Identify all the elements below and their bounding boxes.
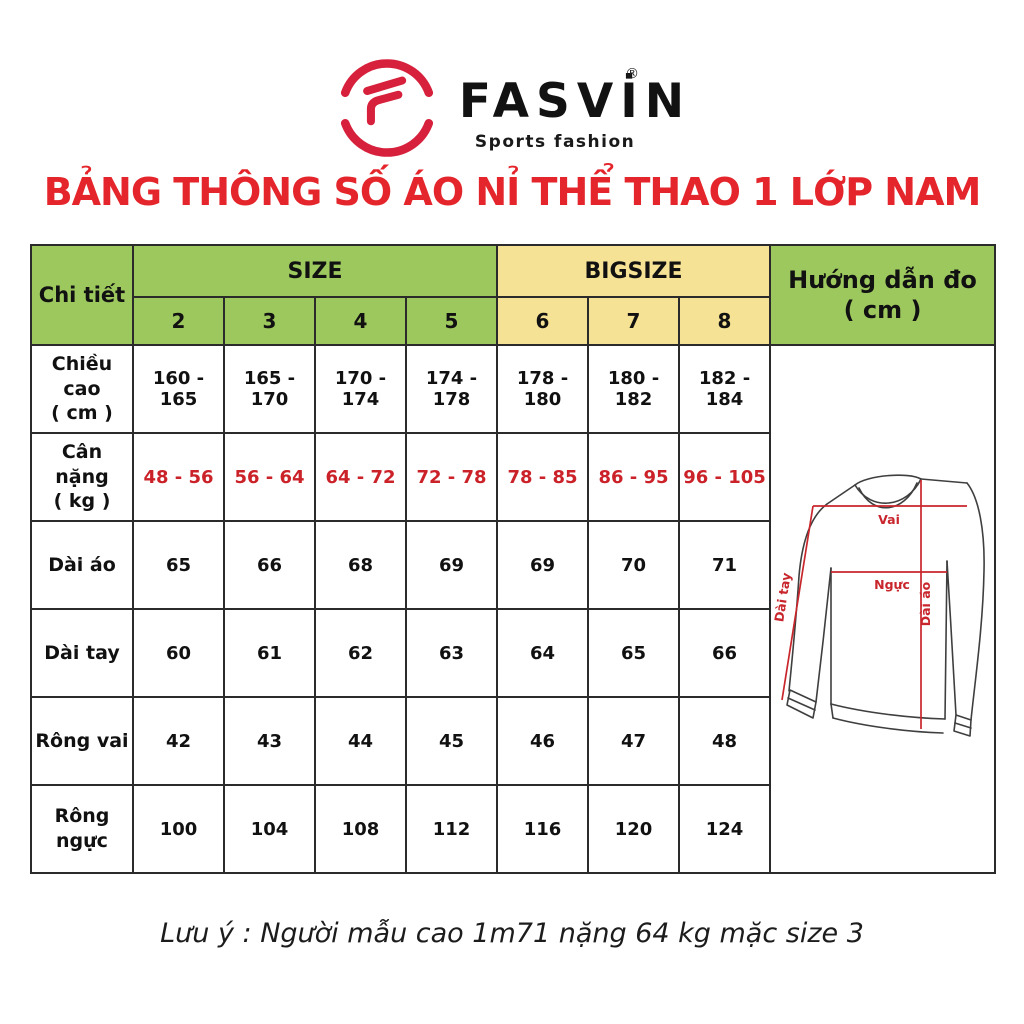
value-cell: 63 — [404, 608, 499, 698]
value-cell: 66 — [678, 608, 772, 698]
value-cell: 65 — [132, 520, 225, 610]
row-label-weight: Cân nặng ( kg ) — [30, 432, 134, 522]
value-cell: 42 — [132, 696, 225, 786]
value-cell: 180 - 182 — [587, 344, 681, 434]
sweater-measure-diagram: Vai Ngực Dài tay Dài áo — [771, 474, 985, 737]
value-cell: 45 — [404, 696, 499, 786]
row-label-shirt-length: Dài áo — [30, 520, 134, 610]
row-label-text: Chiều cao — [51, 352, 113, 400]
bigsize-col-header: 8 — [678, 296, 772, 346]
size-col-header: 4 — [314, 296, 407, 346]
value-cell: 86 - 95 — [587, 432, 681, 522]
value-cell: 46 — [496, 696, 590, 786]
value-cell: 120 — [587, 784, 681, 874]
model-size-note: Lưu ý : Người mẫu cao 1m71 nặng 64 kg mặ… — [160, 918, 864, 949]
row-label-height: Chiều cao ( cm ) — [30, 344, 134, 434]
value-cell: 170 - 174 — [314, 344, 407, 434]
shoulder-measure-label: Vai — [878, 512, 900, 527]
value-cell: 48 - 56 — [132, 432, 225, 522]
value-cell: 69 — [404, 520, 499, 610]
value-cell: 60 — [132, 608, 225, 698]
measure-guide-line2: ( cm ) — [843, 296, 922, 324]
sleeve-measure-label: Dài tay — [771, 572, 794, 623]
measure-guide-header: Hướng dẫn đo ( cm ) — [769, 244, 997, 346]
value-cell: 66 — [223, 520, 316, 610]
value-cell: 160 - 165 — [132, 344, 225, 434]
row-label-text: Cân nặng — [55, 440, 109, 488]
row-label-chest-width: Rông ngực — [30, 784, 134, 874]
value-cell: 71 — [678, 520, 772, 610]
size-spec-table: Chi tiết SIZE BIGSIZE Hướng dẫn đo ( cm … — [30, 244, 997, 874]
page-title: BẢNG THÔNG SỐ ÁO NỈ THỂ THAO 1 LỚP NAM — [43, 170, 982, 214]
fasvin-logo-icon — [340, 59, 433, 157]
measure-guide-line1: Hướng dẫn đo — [788, 266, 977, 294]
value-cell: 174 - 178 — [404, 344, 499, 434]
value-cell: 56 - 64 — [223, 432, 316, 522]
value-cell: 100 — [132, 784, 225, 874]
value-cell: 62 — [314, 608, 407, 698]
row-label-shoulder-width: Rông vai — [30, 696, 134, 786]
value-cell: 68 — [314, 520, 407, 610]
length-measure-label: Dài áo — [918, 581, 933, 626]
size-col-header: 3 — [223, 296, 316, 346]
row-label-unit: ( kg ) — [53, 490, 111, 513]
bigsize-col-header: 7 — [587, 296, 681, 346]
size-col-header: 5 — [404, 296, 499, 346]
value-cell: 43 — [223, 696, 316, 786]
logo-text: FASVİN ® Sports fashion — [459, 64, 691, 152]
brand-name: FASVİN — [458, 74, 692, 129]
value-cell: 44 — [314, 696, 407, 786]
size-group-header: SIZE — [131, 244, 499, 298]
row-label-unit: ( cm ) — [51, 402, 113, 425]
value-cell: 165 - 170 — [223, 344, 316, 434]
value-cell: 70 — [587, 520, 681, 610]
brand-tagline: Sports fashion — [474, 132, 636, 152]
value-cell: 64 — [496, 608, 590, 698]
value-cell: 96 - 105 — [678, 432, 772, 522]
value-cell: 112 — [404, 784, 499, 874]
bigsize-col-header: 6 — [496, 296, 590, 346]
logo: FASVİN ® Sports fashion — [0, 0, 1024, 158]
value-cell: 124 — [678, 784, 772, 874]
value-cell: 78 - 85 — [496, 432, 590, 522]
size-col-header: 2 — [132, 296, 225, 346]
value-cell: 65 — [587, 608, 681, 698]
value-cell: 47 — [587, 696, 681, 786]
value-cell: 116 — [496, 784, 590, 874]
value-cell: 108 — [314, 784, 407, 874]
value-cell: 61 — [223, 608, 316, 698]
value-cell: 69 — [496, 520, 590, 610]
corner-header: Chi tiết — [30, 244, 134, 346]
registered-mark: ® — [625, 66, 640, 82]
row-label-sleeve-length: Dài tay — [30, 608, 134, 698]
value-cell: 48 — [678, 696, 772, 786]
value-cell: 104 — [223, 784, 316, 874]
chest-measure-label: Ngực — [874, 577, 910, 592]
value-cell: 178 - 180 — [496, 344, 590, 434]
value-cell: 72 - 78 — [404, 432, 499, 522]
bigsize-group-header: BIGSIZE — [496, 244, 772, 298]
value-cell: 64 - 72 — [314, 432, 407, 522]
measure-diagram-cell: Vai Ngực Dài tay Dài áo — [769, 344, 997, 874]
value-cell: 182 - 184 — [678, 344, 772, 434]
